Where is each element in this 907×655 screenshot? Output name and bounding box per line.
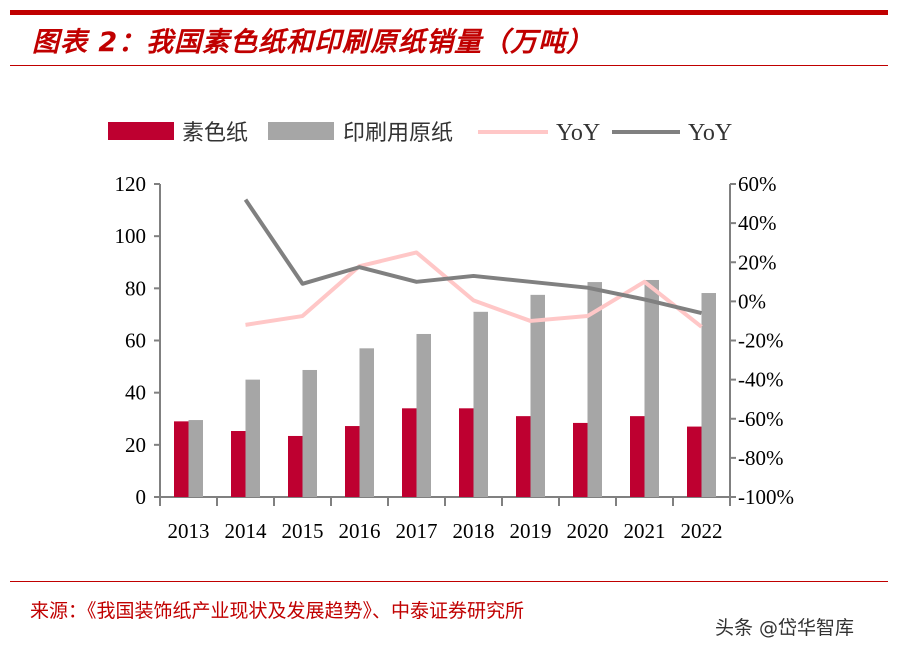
x-tick-label: 2015 <box>282 519 324 543</box>
right-tick-label: 40% <box>738 211 777 235</box>
right-tick-label: -80% <box>738 446 784 470</box>
chart: 0 20 40 60 80 100 120 -100% -80% -60% -40% -20% 0% 20… <box>108 120 794 543</box>
legend-label: 素色纸 <box>182 120 248 145</box>
bar-印刷用原纸-2020 <box>587 282 602 497</box>
right-tick-label: -20% <box>738 329 784 353</box>
figure-title: 图表 2：我国素色纸和印刷原纸销量（万吨） <box>32 27 595 58</box>
left-tick-label: 100 <box>115 224 147 248</box>
bar-素色纸-2016 <box>345 426 360 497</box>
right-tick-label: 60% <box>738 172 777 196</box>
title-rule <box>10 65 888 66</box>
left-tick-label: 0 <box>136 485 147 509</box>
left-tick-label: 20 <box>125 433 146 457</box>
legend-swatch-plain <box>108 122 174 140</box>
bar-素色纸-2020 <box>573 422 588 497</box>
x-tick-label: 2018 <box>453 519 495 543</box>
left-tick-label: 120 <box>115 172 147 196</box>
x-tick-label: 2014 <box>225 519 268 543</box>
right-tick-label: -60% <box>738 407 784 431</box>
legend-label: YoY <box>556 120 600 146</box>
bar-素色纸-2021 <box>630 416 645 497</box>
x-tick-label: 2016 <box>339 519 381 543</box>
x-tick-label: 2021 <box>624 519 666 543</box>
bar-素色纸-2018 <box>459 408 474 497</box>
bar-素色纸-2013 <box>174 421 189 497</box>
bar-印刷用原纸-2014 <box>245 379 260 497</box>
x-tick-label: 2022 <box>681 519 723 543</box>
x-tick-label: 2019 <box>510 519 552 543</box>
bar-素色纸-2014 <box>231 431 246 497</box>
bar-印刷用原纸-2016 <box>359 348 374 497</box>
x-tick-label: 2013 <box>168 519 210 543</box>
x-tick-label: 2017 <box>396 519 438 543</box>
legend-label: 印刷用原纸 <box>343 120 453 145</box>
legend-label: YoY <box>688 120 732 146</box>
left-tick-label: 40 <box>125 381 146 405</box>
right-tick-label: -40% <box>738 368 784 392</box>
left-tick-label: 60 <box>125 329 146 353</box>
top-rule <box>10 10 888 15</box>
bar-素色纸-2022 <box>687 426 702 497</box>
bar-印刷用原纸-2022 <box>701 293 716 497</box>
yoy-line-1 <box>245 250 703 329</box>
watermark: 头条 @岱华智库 <box>715 617 855 639</box>
bar-素色纸-2017 <box>402 408 417 497</box>
bar-印刷用原纸-2021 <box>644 279 659 497</box>
bar-印刷用原纸-2018 <box>473 311 488 497</box>
right-tick-label: -100% <box>738 485 794 509</box>
source-rule <box>10 581 888 582</box>
legend-swatch-printing <box>268 122 334 140</box>
bar-印刷用原纸-2015 <box>302 369 317 497</box>
bar-素色纸-2019 <box>516 416 531 497</box>
yoy-line-2 <box>243 198 702 316</box>
bar-印刷用原纸-2017 <box>416 333 431 497</box>
right-tick-label: 20% <box>738 250 777 274</box>
source-note: 来源：《我国装饰纸产业现状及发展趋势》、中泰证券研究所 <box>30 600 525 622</box>
bar-素色纸-2015 <box>288 435 303 497</box>
bar-印刷用原纸-2013 <box>188 420 203 497</box>
right-tick-label: 0% <box>738 289 766 313</box>
x-tick-label: 2020 <box>567 519 609 543</box>
left-tick-label: 80 <box>125 276 146 300</box>
bar-印刷用原纸-2019 <box>530 294 545 497</box>
